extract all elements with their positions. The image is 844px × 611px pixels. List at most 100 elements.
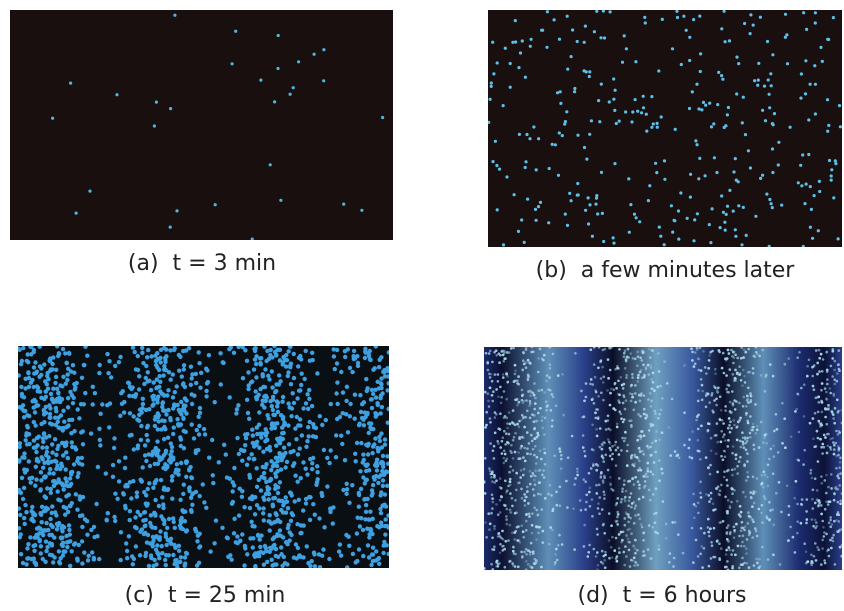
dot xyxy=(764,433,768,436)
dot xyxy=(820,563,823,566)
dot xyxy=(755,534,759,538)
dot xyxy=(508,560,511,563)
dot xyxy=(709,491,713,495)
dot xyxy=(816,410,820,414)
dot xyxy=(234,29,238,33)
dot xyxy=(503,429,506,433)
dot xyxy=(374,468,380,473)
dot xyxy=(571,28,575,32)
dot xyxy=(651,349,655,352)
dot xyxy=(574,477,577,480)
dot xyxy=(576,467,579,471)
dot xyxy=(728,506,732,510)
dot xyxy=(147,481,152,486)
dot xyxy=(142,453,148,458)
dot xyxy=(155,427,160,432)
dot xyxy=(254,425,259,430)
dot xyxy=(48,516,53,522)
dot xyxy=(322,48,326,52)
dot xyxy=(82,550,87,555)
dot xyxy=(504,459,508,463)
dot xyxy=(503,46,507,50)
dot xyxy=(739,416,742,420)
dot xyxy=(726,568,730,570)
dot xyxy=(266,373,271,378)
dot xyxy=(637,469,640,472)
dot xyxy=(364,376,369,382)
dot xyxy=(659,115,663,119)
dot xyxy=(530,390,533,394)
dot xyxy=(805,27,809,31)
dot xyxy=(298,523,304,528)
dot xyxy=(56,477,61,482)
dot xyxy=(696,555,700,558)
dot xyxy=(18,512,23,518)
dot xyxy=(490,394,494,397)
dot xyxy=(606,358,610,361)
dot xyxy=(652,461,656,464)
dot xyxy=(311,422,316,427)
dot xyxy=(639,434,642,437)
dot xyxy=(51,560,56,565)
dot xyxy=(276,455,282,460)
dot xyxy=(312,564,318,568)
dot xyxy=(757,61,761,65)
dot xyxy=(837,349,841,352)
dot xyxy=(75,507,80,512)
dot xyxy=(679,191,683,195)
dot xyxy=(497,442,500,445)
dot xyxy=(725,526,729,529)
dot xyxy=(81,402,86,407)
dot xyxy=(729,531,732,534)
dot xyxy=(485,423,488,427)
dot xyxy=(218,382,223,387)
dot xyxy=(232,483,237,488)
dot xyxy=(554,561,557,564)
dot xyxy=(820,481,824,485)
dot xyxy=(535,525,538,529)
dot xyxy=(738,373,741,376)
dot xyxy=(60,346,66,352)
dot xyxy=(613,382,616,386)
dot xyxy=(488,376,492,379)
dot xyxy=(751,475,755,479)
dot xyxy=(752,443,756,447)
dot xyxy=(628,496,631,499)
dot xyxy=(251,444,257,449)
dot xyxy=(636,380,640,383)
dot xyxy=(67,417,72,423)
panel-image xyxy=(484,347,842,570)
dot xyxy=(18,526,22,531)
dot xyxy=(709,436,713,440)
dot xyxy=(155,543,160,548)
dot xyxy=(718,521,722,524)
dot xyxy=(518,541,522,544)
dot xyxy=(131,479,136,484)
dot xyxy=(722,10,726,13)
dot xyxy=(752,354,756,358)
dot xyxy=(769,447,773,451)
dot xyxy=(683,364,686,367)
dot xyxy=(142,381,147,387)
dot xyxy=(720,194,724,198)
dot xyxy=(675,10,679,13)
dot xyxy=(642,550,645,553)
dot xyxy=(370,491,375,496)
dot xyxy=(116,479,122,484)
dot xyxy=(545,45,549,49)
dot xyxy=(623,436,627,440)
dot xyxy=(301,508,306,513)
dot xyxy=(649,557,653,560)
dot xyxy=(659,408,663,412)
dot xyxy=(825,500,828,503)
dot xyxy=(22,470,28,475)
dot xyxy=(142,510,148,515)
dot xyxy=(501,549,504,552)
dot xyxy=(527,502,530,505)
dot xyxy=(129,432,134,438)
dot xyxy=(586,196,590,200)
dot xyxy=(523,504,527,507)
dot xyxy=(33,423,38,428)
dot xyxy=(628,527,632,531)
dot xyxy=(18,535,22,540)
